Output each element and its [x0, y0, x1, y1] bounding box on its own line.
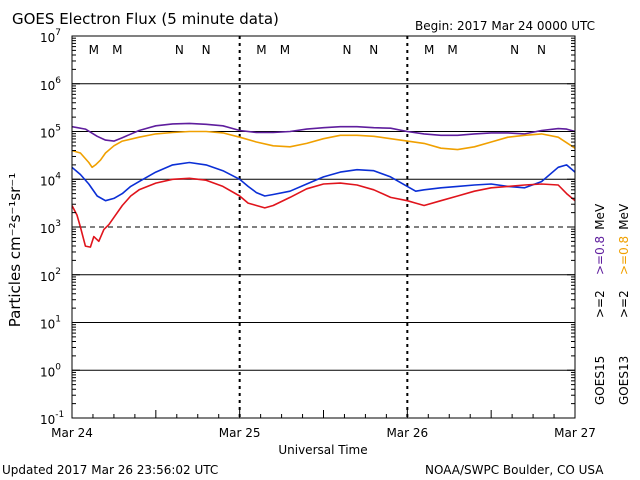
x-axis-label: Universal Time [278, 443, 367, 457]
legend-goes13-low: >=2 [617, 290, 631, 318]
y-tick-exponent: 1 [55, 315, 61, 325]
magnetopause-marker: N [202, 43, 211, 57]
y-tick-base: 10 [40, 413, 55, 427]
y-tick-label: 104 [40, 171, 61, 188]
y-tick-base: 10 [40, 127, 55, 141]
magnetopause-marker: N [175, 43, 184, 57]
y-tick-exponent: -1 [55, 410, 64, 420]
legend-goes15: GOES15 [593, 356, 607, 405]
grid-layer [72, 36, 575, 418]
magnetopause-marker: N [342, 43, 351, 57]
chart-title: GOES Electron Flux (5 minute data) [12, 10, 279, 28]
y-tick-label: 107 [40, 28, 61, 45]
y-tick-base: 10 [40, 270, 55, 284]
y-tick-label: 100 [40, 362, 61, 379]
magnetopause-marker: M [112, 43, 122, 57]
y-axis-label: Particles cm⁻²s⁻¹sr⁻¹ [6, 173, 24, 327]
magnetopause-marker: M [424, 43, 434, 57]
y-tick-exponent: 3 [55, 219, 61, 229]
series-layer [72, 122, 575, 248]
y-tick-label: 102 [40, 267, 61, 284]
magnetopause-marker: M [447, 43, 457, 57]
legend-goes13-high-unit: MeV [617, 203, 631, 230]
legend-goes15-low: >=2 [593, 290, 607, 318]
x-tick-label: Mar 26 [386, 426, 428, 440]
legend-goes15-high: >=0.8 MeV [593, 203, 607, 275]
y-tick-label: 10-1 [40, 410, 64, 427]
magnetopause-marker: M [256, 43, 266, 57]
agency-credit: NOAA/SWPC Boulder, CO USA [425, 463, 604, 477]
y-tick-exponent: 0 [55, 362, 61, 372]
legend-goes13-high: >=0.8 MeV [617, 203, 631, 275]
legend-goes15-high-unit: MeV [593, 203, 607, 230]
y-tick-base: 10 [40, 174, 55, 188]
y-tick-base: 10 [40, 222, 55, 236]
series-goes15-0-8-mev [72, 122, 575, 142]
y-tick-exponent: 6 [55, 76, 61, 86]
y-tick-exponent: 4 [55, 171, 61, 181]
y-tick-exponent: 2 [55, 267, 61, 277]
y-tick-base: 10 [40, 365, 55, 379]
legend-goes13-high-label: >=0.8 [617, 236, 631, 275]
x-tick-label: Mar 27 [554, 426, 596, 440]
magnetopause-marker: N [510, 43, 519, 57]
y-tick-label: 103 [40, 219, 61, 236]
magnetopause-marker: M [280, 43, 290, 57]
y-tick-base: 10 [40, 31, 55, 45]
x-tick-label: Mar 24 [51, 426, 93, 440]
series-goes13-0-8-mev [72, 130, 575, 169]
magnetopause-marker: N [369, 43, 378, 57]
magnetopause-marker: M [89, 43, 99, 57]
series-goes13-2-mev [72, 177, 575, 248]
y-tick-label: 106 [40, 76, 61, 93]
magnetopause-marker: N [537, 43, 546, 57]
legend-goes15-high-label: >=0.8 [593, 236, 607, 275]
y-tick-base: 10 [40, 318, 55, 332]
begin-label: Begin: 2017 Mar 24 0000 UTC [415, 19, 595, 33]
y-tick-exponent: 7 [55, 28, 61, 38]
y-tick-exponent: 5 [55, 124, 61, 134]
y-tick-label: 101 [40, 315, 61, 332]
updated-timestamp: Updated 2017 Mar 26 23:56:02 UTC [2, 463, 218, 477]
legend-goes13: GOES13 [617, 356, 631, 405]
y-tick-base: 10 [40, 79, 55, 93]
x-tick-label: Mar 25 [219, 426, 261, 440]
legend: >=0.8 MeV >=0.8 MeV >=2 >=2 GOES15 GOES13 [593, 203, 631, 405]
series-goes15-2-mev [72, 161, 575, 202]
y-tick-label: 105 [40, 124, 61, 141]
